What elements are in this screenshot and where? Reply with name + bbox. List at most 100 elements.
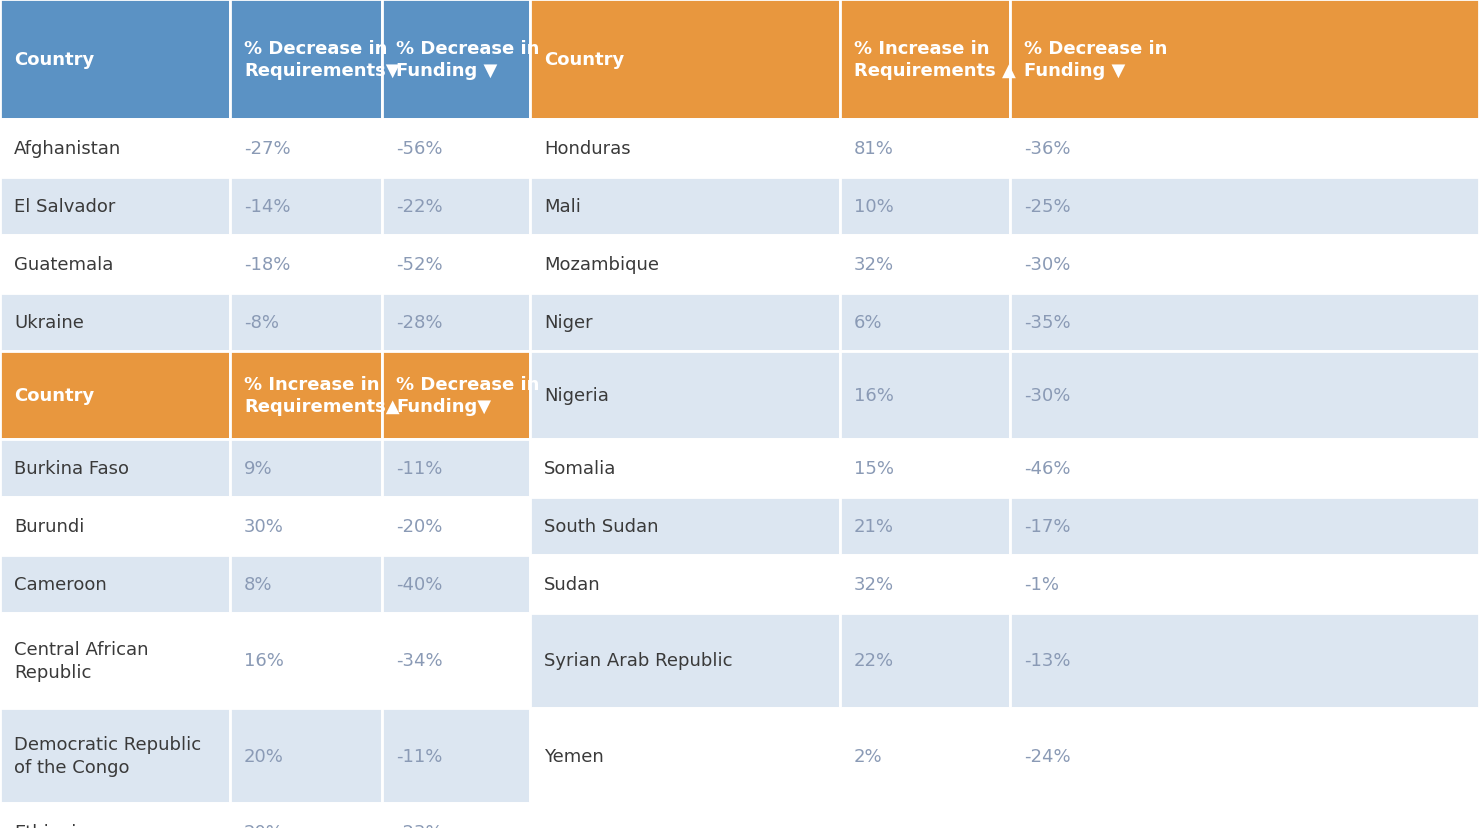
Bar (382, 236, 529, 294)
Text: Burkina Faso: Burkina Faso (13, 460, 129, 478)
Text: -30%: -30% (1023, 256, 1071, 274)
Bar (840, 294, 1010, 352)
Text: Mozambique: Mozambique (544, 256, 660, 274)
Text: El Salvador: El Salvador (13, 198, 115, 216)
Text: -52%: -52% (396, 256, 442, 274)
Text: -30%: -30% (1023, 387, 1071, 405)
Bar (1010, 708, 1479, 803)
Bar (1010, 440, 1479, 498)
Bar (1010, 294, 1479, 352)
Bar (1010, 236, 1479, 294)
Text: Central African
Republic: Central African Republic (13, 641, 148, 681)
Text: -22%: -22% (396, 198, 442, 216)
Bar (840, 556, 1010, 614)
Text: -8%: -8% (244, 314, 280, 331)
Bar (529, 352, 840, 440)
Text: 32%: 32% (853, 575, 895, 594)
Text: Somalia: Somalia (544, 460, 617, 478)
Text: 16%: 16% (853, 387, 893, 405)
Text: % Decrease in
Funding ▼: % Decrease in Funding ▼ (1023, 40, 1167, 80)
Bar (0, 556, 231, 614)
Bar (0, 498, 231, 556)
Bar (840, 708, 1010, 803)
Bar (529, 498, 840, 556)
Text: Ethiopia: Ethiopia (13, 823, 87, 828)
Bar (529, 294, 840, 352)
Bar (840, 440, 1010, 498)
Bar (840, 236, 1010, 294)
Bar (231, 498, 382, 556)
Text: 22%: 22% (853, 652, 895, 670)
Bar (1010, 0, 1479, 120)
Text: -46%: -46% (1023, 460, 1071, 478)
Text: Syrian Arab Republic: Syrian Arab Republic (544, 652, 732, 670)
Bar (382, 294, 529, 352)
Text: -23%: -23% (396, 823, 442, 828)
Bar (382, 556, 529, 614)
Text: Country: Country (544, 51, 624, 69)
Bar (231, 178, 382, 236)
Bar (840, 352, 1010, 440)
Bar (382, 0, 529, 120)
Bar (231, 614, 382, 708)
Bar (0, 294, 231, 352)
Bar (840, 120, 1010, 178)
Bar (0, 178, 231, 236)
Text: % Decrease in
Funding ▼: % Decrease in Funding ▼ (396, 40, 540, 80)
Bar (231, 294, 382, 352)
Text: 20%: 20% (244, 747, 284, 764)
Text: -40%: -40% (396, 575, 442, 594)
Bar (231, 556, 382, 614)
Text: -56%: -56% (396, 140, 442, 158)
Text: Burundi: Burundi (13, 518, 84, 536)
Bar (382, 803, 529, 828)
Bar (382, 352, 529, 440)
Text: Country: Country (13, 387, 95, 405)
Text: 6%: 6% (853, 314, 883, 331)
Bar (382, 120, 529, 178)
Text: -17%: -17% (1023, 518, 1071, 536)
Bar (529, 178, 840, 236)
Text: -34%: -34% (396, 652, 442, 670)
Bar (0, 803, 231, 828)
Text: % Decrease in
Funding▼: % Decrease in Funding▼ (396, 375, 540, 416)
Bar (840, 498, 1010, 556)
Bar (382, 178, 529, 236)
Bar (231, 352, 382, 440)
Bar (840, 178, 1010, 236)
Text: Guatemala: Guatemala (13, 256, 114, 274)
Text: -11%: -11% (396, 460, 442, 478)
Bar (0, 708, 231, 803)
Bar (0, 614, 231, 708)
Bar (529, 120, 840, 178)
Bar (382, 614, 529, 708)
Bar (382, 498, 529, 556)
Text: Democratic Republic
of the Congo: Democratic Republic of the Congo (13, 735, 201, 776)
Text: 20%: 20% (244, 823, 284, 828)
Text: -27%: -27% (244, 140, 291, 158)
Text: -20%: -20% (396, 518, 442, 536)
Text: % Increase in
Requirements ▲: % Increase in Requirements ▲ (853, 40, 1016, 80)
Text: Cameroon: Cameroon (13, 575, 106, 594)
Text: Niger: Niger (544, 314, 593, 331)
Text: 9%: 9% (244, 460, 272, 478)
Bar (231, 708, 382, 803)
Bar (840, 0, 1010, 120)
Text: 10%: 10% (853, 198, 893, 216)
Text: 32%: 32% (853, 256, 895, 274)
Text: -28%: -28% (396, 314, 442, 331)
Text: -14%: -14% (244, 198, 290, 216)
Bar (0, 352, 231, 440)
Bar (840, 614, 1010, 708)
Bar (0, 440, 231, 498)
Bar (529, 556, 840, 614)
Text: % Increase in
Requirements▲: % Increase in Requirements▲ (244, 375, 399, 416)
Text: 8%: 8% (244, 575, 272, 594)
Bar (231, 803, 382, 828)
Text: 30%: 30% (244, 518, 284, 536)
Text: Country: Country (13, 51, 95, 69)
Bar (382, 708, 529, 803)
Text: -36%: -36% (1023, 140, 1071, 158)
Text: Sudan: Sudan (544, 575, 600, 594)
Bar (0, 120, 231, 178)
